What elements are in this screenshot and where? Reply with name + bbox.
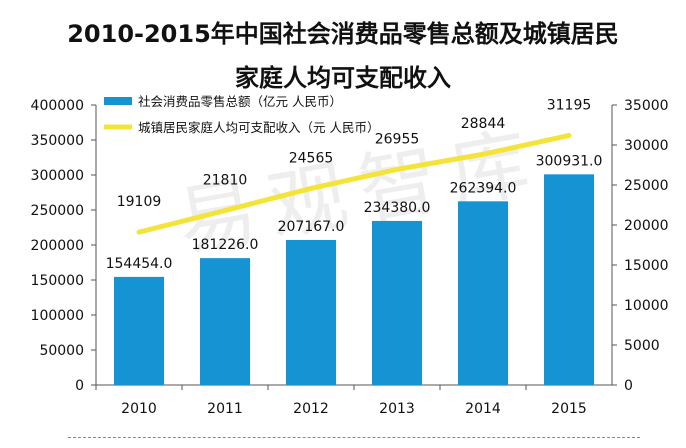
bar bbox=[544, 174, 594, 385]
left-tick-label: 0 bbox=[75, 378, 84, 394]
x-tick-label: 2010 bbox=[121, 401, 157, 417]
income-value-label: 28844 bbox=[461, 116, 506, 132]
bottom-divider bbox=[68, 437, 640, 438]
left-tick-label: 100000 bbox=[31, 308, 84, 324]
income-value-label: 19109 bbox=[117, 194, 162, 210]
bar-value-label: 154454.0 bbox=[106, 256, 173, 272]
bar bbox=[372, 220, 422, 385]
left-tick-label: 400000 bbox=[31, 98, 84, 114]
bar-value-label: 300931.0 bbox=[536, 153, 603, 169]
x-tick-label: 2013 bbox=[379, 401, 415, 417]
income-value-label: 31195 bbox=[547, 97, 592, 113]
income-value-label: 21810 bbox=[203, 173, 248, 189]
legend-bar-label: 社会消费品零售总额（亿元 人民币） bbox=[138, 94, 342, 109]
left-tick-label: 150000 bbox=[31, 273, 84, 289]
income-value-label: 24565 bbox=[289, 150, 334, 166]
right-tick-label: 5000 bbox=[624, 338, 660, 354]
right-tick-label: 15000 bbox=[624, 258, 669, 274]
legend-line-label: 城镇居民家庭人均可支配收入（元 人民币） bbox=[138, 120, 379, 135]
chart-title-line-1: 2010-2015年中国社会消费品零售总额及城镇居民 bbox=[67, 20, 619, 48]
right-tick-label: 30000 bbox=[624, 138, 669, 154]
bar-value-label: 262394.0 bbox=[450, 180, 517, 196]
left-tick-label: 250000 bbox=[31, 203, 84, 219]
left-tick-label: 300000 bbox=[31, 168, 84, 184]
left-tick-label: 350000 bbox=[31, 133, 84, 149]
income-value-label: 26955 bbox=[375, 131, 420, 147]
chart-title-line-2: 家庭人均可支配收入 bbox=[235, 64, 451, 92]
left-tick-label: 50000 bbox=[39, 343, 84, 359]
bar bbox=[458, 201, 508, 385]
x-tick-label: 2014 bbox=[465, 401, 501, 417]
x-tick-label: 2011 bbox=[207, 401, 243, 417]
right-tick-label: 10000 bbox=[624, 298, 669, 314]
bar bbox=[114, 276, 164, 385]
bar-value-label: 207167.0 bbox=[278, 219, 345, 235]
x-tick-label: 2012 bbox=[293, 401, 329, 417]
bar-value-label: 181226.0 bbox=[192, 237, 259, 253]
right-tick-label: 25000 bbox=[624, 178, 669, 194]
bar bbox=[286, 239, 336, 385]
legend-bar-swatch bbox=[104, 97, 132, 105]
bar bbox=[200, 258, 250, 385]
x-tick-label: 2015 bbox=[551, 401, 587, 417]
right-tick-label: 20000 bbox=[624, 218, 669, 234]
left-tick-label: 200000 bbox=[31, 238, 84, 254]
bar-value-label: 234380.0 bbox=[364, 200, 431, 216]
right-tick-label: 35000 bbox=[624, 98, 669, 114]
income-line bbox=[136, 132, 572, 235]
right-tick-label: 0 bbox=[624, 378, 633, 394]
